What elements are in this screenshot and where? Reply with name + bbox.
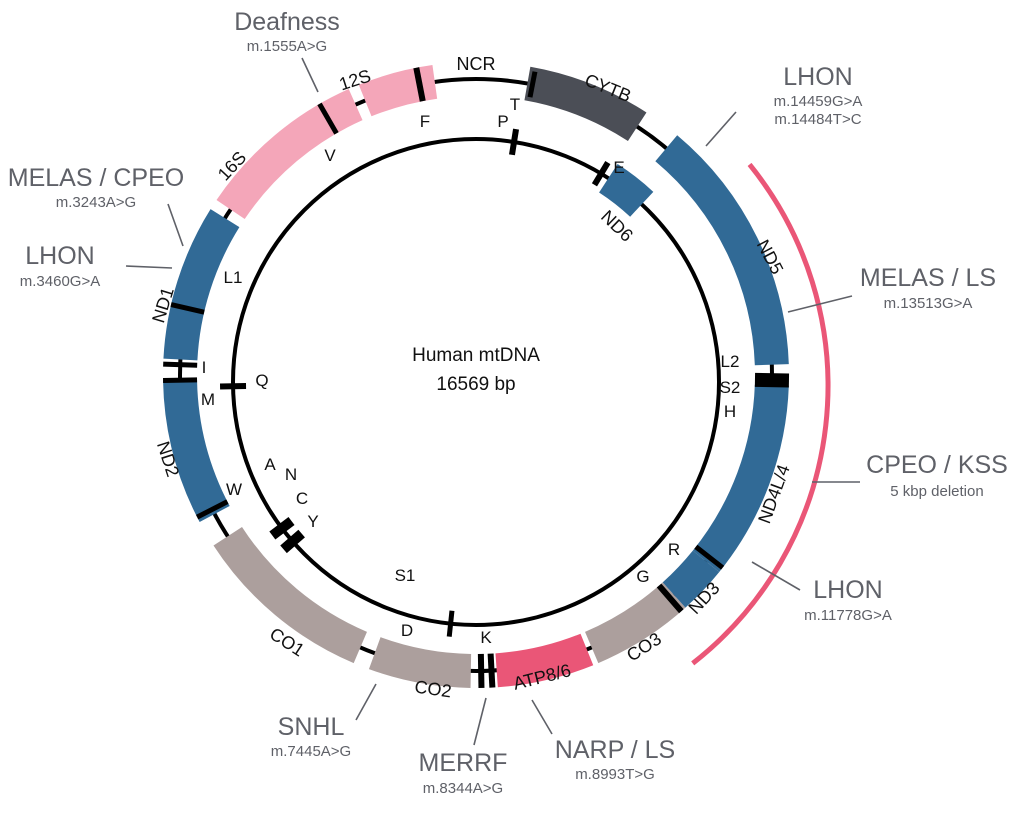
trna-tick-e	[594, 163, 607, 185]
trna-label-y: Y	[307, 512, 318, 531]
gene-arc-16s	[231, 105, 356, 210]
trna-label-d: D	[401, 621, 413, 640]
annotation-lhon-14459-mutation: m.14459G>A	[774, 93, 863, 110]
trna-tick-m	[163, 364, 197, 365]
center-title: Human mtDNA	[412, 345, 540, 366]
annotation-lhon-14459-disease: LHON	[783, 63, 852, 91]
annotation-deafness-disease: Deafness	[234, 8, 340, 36]
annotation-lhon-3460-mutation: m.3460G>A	[20, 273, 100, 290]
leader-line-lhon-14459	[706, 112, 736, 146]
trna-tick-a	[272, 521, 291, 535]
leader-line-melas-cpeo	[168, 204, 183, 246]
region-label-ncr: NCR	[457, 54, 496, 74]
center-size: 16569 bp	[436, 374, 515, 395]
trna-tick-k	[491, 654, 493, 688]
trna-label-s1: S1	[395, 566, 416, 585]
annotation-merrf-disease: MERRF	[419, 749, 508, 777]
leader-line-deafness	[302, 58, 318, 92]
gene-label-co2: CO2	[413, 677, 452, 702]
trna-label-f: F	[420, 112, 430, 131]
trna-label-s2: S2	[720, 378, 741, 397]
trna-tick-p	[512, 129, 516, 155]
annotation-merrf-mutation: m.8344A>G	[423, 780, 503, 797]
trna-tick-l2s2	[755, 380, 789, 381]
trna-label-q: Q	[255, 371, 268, 390]
trna-label-e: E	[613, 158, 624, 177]
trna-label-v: V	[324, 146, 336, 165]
trna-label-l2: L2	[721, 352, 740, 371]
trna-label-n: N	[285, 465, 297, 484]
trna-label-m: M	[201, 390, 215, 409]
annotation-narp-ls-mutation: m.8993T>G	[575, 766, 655, 783]
trna-label-r: R	[668, 540, 680, 559]
annotation-deafness-mutation: m.1555A>G	[247, 38, 327, 55]
annotation-lhon-11778-disease: LHON	[813, 576, 882, 604]
gene-arc-co1	[228, 536, 361, 647]
annotation-melas-cpeo-mutation: m.3243A>G	[56, 194, 136, 211]
leader-line-lhon-3460	[126, 266, 172, 268]
annotation-snhl-disease: SNHL	[278, 713, 345, 741]
annotation-cpeo-kss-mutation: 5 kbp deletion	[890, 483, 983, 500]
trna-label-c: C	[296, 489, 308, 508]
trna-tick-d	[481, 654, 482, 688]
trna-label-a: A	[264, 455, 276, 474]
trna-label-t: T	[510, 95, 520, 114]
trna-tick-s1	[449, 611, 452, 637]
trna-label-w: W	[226, 480, 242, 499]
leader-line-snhl	[356, 684, 376, 720]
annotation-lhon-14459-mutation2: m.14484T>C	[774, 111, 861, 128]
trna-label-i: I	[202, 358, 207, 377]
gene-arc-co3	[592, 595, 674, 648]
annotation-cpeo-kss-disease: CPEO / KSS	[866, 451, 1008, 479]
gene-arc-nd6	[608, 178, 641, 204]
trna-label-g: G	[636, 567, 649, 586]
annotation-lhon-11778-mutation: m.11778G>A	[804, 607, 892, 624]
trna-tick-i	[163, 380, 197, 381]
leader-line-merrf	[474, 698, 486, 745]
annotation-melas-cpeo-disease: MELAS / CPEO	[8, 164, 184, 192]
trna-label-k: K	[480, 628, 492, 647]
annotation-lhon-3460-disease: LHON	[25, 242, 94, 270]
trna-label-p: P	[497, 112, 508, 131]
annotation-snhl-mutation: m.7445A>G	[271, 743, 351, 760]
gene-arc-nd1	[180, 218, 225, 359]
trna-label-h: H	[724, 402, 736, 421]
gene-arc-co2	[375, 653, 471, 671]
leader-line-narp-ls	[532, 700, 552, 734]
annotation-narp-ls-disease: NARP / LS	[555, 736, 675, 764]
annotation-melas-ls-disease: MELAS / LS	[860, 264, 996, 292]
trna-label-l1: L1	[224, 268, 243, 287]
annotation-melas-ls-mutation: m.13513G>A	[884, 295, 973, 312]
